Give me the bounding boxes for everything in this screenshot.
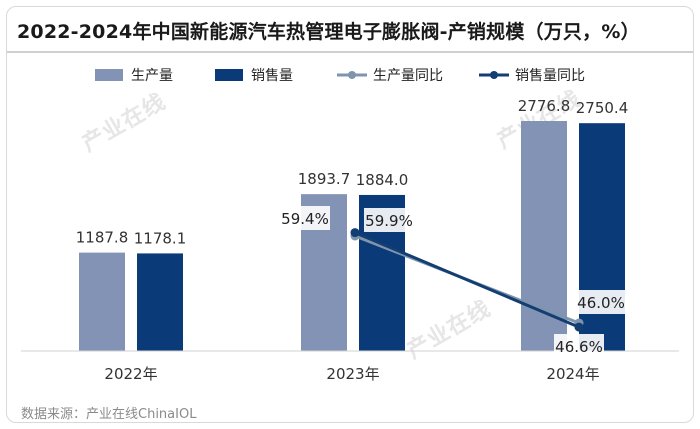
- bar-value-label: 1893.7: [298, 170, 351, 188]
- pct-label-box: [576, 290, 626, 314]
- x-tick-label: 2024年: [546, 365, 599, 383]
- chart-canvas: 生产量 销售量 生产量同比 销售量同比 1187.8 1893.7 2776.8 1178.1…: [21, 68, 679, 383]
- chart-frame: 2022-2024年中国新能源汽车热管理电子膨胀阀-产销规模（万只，%） 产业在…: [6, 6, 694, 423]
- chart-title: 2022-2024年中国新能源汽车热管理电子膨胀阀-产销规模（万只，%）: [17, 21, 640, 43]
- line-point-销售量同比: [574, 322, 584, 332]
- legend-marker-销售量同比: [490, 71, 498, 79]
- pct-label-生产量同比: 59.4%: [281, 210, 329, 228]
- legend-label-销售量同比: 销售量同比: [515, 68, 585, 84]
- legend-swatch-销售量: [215, 69, 243, 81]
- bar-value-label: 1187.8: [76, 229, 129, 247]
- line-销售量同比: [354, 231, 580, 329]
- x-tick-label: 2022年: [104, 365, 157, 383]
- bar-value-label: 2750.4: [576, 99, 629, 117]
- pct-label-box: [364, 208, 414, 232]
- source-note: 数据来源：产业在线ChinaIOL: [21, 407, 197, 422]
- line-point-销售量同比: [350, 228, 360, 238]
- bar-销售量-2024年: [579, 123, 625, 351]
- pct-label-box: [554, 334, 604, 358]
- pct-label-销售量同比: 59.9%: [365, 212, 413, 230]
- legend-label-生产量同比: 生产量同比: [373, 68, 443, 84]
- legend-swatch-生产量: [95, 69, 123, 81]
- pct-label-销售量同比: 46.0%: [577, 294, 625, 312]
- pct-label-生产量同比: 46.6%: [555, 338, 603, 356]
- legend-marker-生产量同比: [348, 71, 356, 79]
- bar-生产量-2022年: [79, 252, 125, 351]
- bar-value-label: 2776.8: [518, 97, 571, 115]
- title-divider: [7, 51, 693, 53]
- legend-label-销售量: 销售量: [251, 68, 293, 84]
- bar-value-label: 1884.0: [356, 171, 409, 189]
- bar-value-label: 1178.1: [134, 229, 187, 247]
- x-tick-label: 2023年: [326, 365, 379, 383]
- legend-label-生产量: 生产量: [131, 68, 173, 84]
- bar-销售量-2022年: [137, 253, 183, 351]
- pct-label-box: [280, 206, 330, 230]
